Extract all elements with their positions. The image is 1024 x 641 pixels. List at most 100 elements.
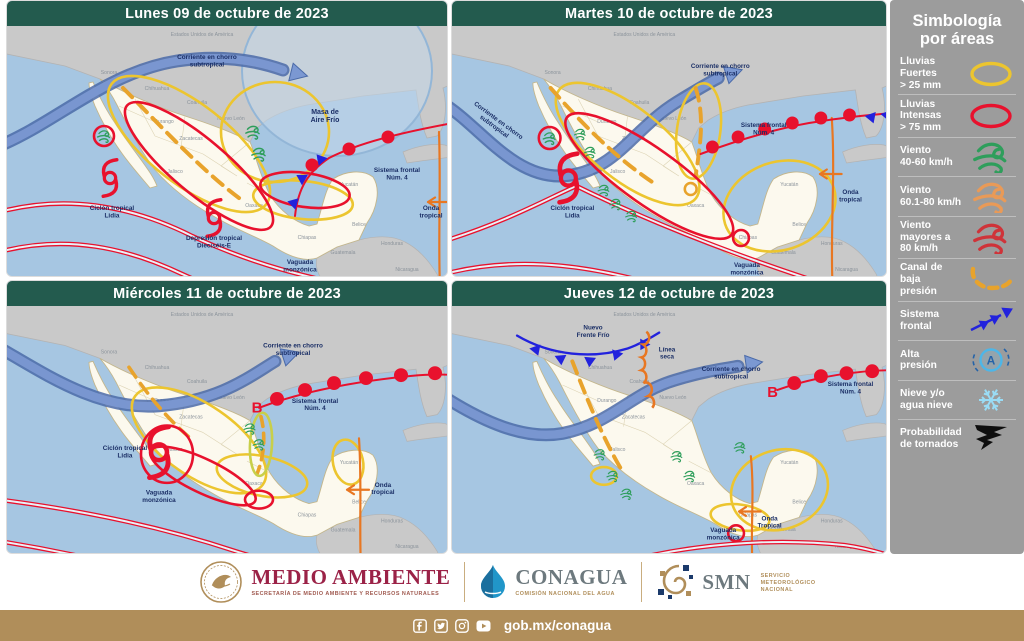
geo-label: Guatemala — [771, 250, 796, 256]
wind-area-icon — [593, 449, 606, 461]
legend-item-icon — [968, 100, 1014, 132]
map-line — [693, 86, 704, 178]
cuba-landmass — [842, 422, 886, 442]
geo-label: Chihuahua — [588, 365, 612, 371]
wind-orange-icon — [973, 182, 1007, 213]
weather-map-jueves: Estados Unidos de América Sonora Chihuahua… — [452, 306, 886, 553]
geo-label: Belice — [792, 500, 806, 506]
wind-icon — [597, 184, 610, 197]
wind-icon — [583, 146, 596, 159]
baja-california-landmass — [532, 81, 601, 189]
geo-label: Estados Unidos de América — [171, 312, 234, 318]
geo-label: Guatemala — [331, 250, 356, 256]
cuba-landmass — [842, 144, 886, 164]
svg-text:B: B — [252, 401, 263, 417]
smn-logo: SMN SERVICIO METEOROLÓGICO NACIONAL — [656, 563, 824, 601]
feature-label: Ciclón tropical Lidia — [550, 205, 594, 219]
wind-area-icon — [597, 184, 610, 197]
forecast-panel-lunes: Lunes 09 de octubre de 2023 Estados Unid… — [6, 0, 448, 277]
wind-area-icon — [245, 125, 260, 140]
geo-label: Durango — [597, 119, 616, 125]
feature-label: Vaguada monzónica — [142, 490, 176, 504]
legend-item-label: Viento 60.1-80 km/h — [900, 184, 962, 208]
low-pressure-symbol: B — [767, 385, 778, 401]
legend-item-icon — [968, 264, 1014, 296]
central-america-landmass — [315, 236, 439, 276]
legend-item-wind-orange: Viento 60.1-80 km/h — [898, 176, 1016, 215]
wind-icon — [96, 130, 111, 144]
low-pressure-symbol: B — [252, 401, 263, 417]
ellipse-red-icon — [970, 104, 1012, 129]
geo-label: Estados Unidos de América — [614, 32, 676, 38]
geo-label: Durango — [597, 398, 616, 404]
wind-icon — [733, 442, 746, 454]
tropical-wave-arrow — [426, 196, 447, 208]
legend-item-front: Sistema frontal — [898, 300, 1016, 340]
youtube-icon[interactable] — [476, 620, 491, 632]
gobmx-url[interactable]: gob.mx/conagua — [503, 618, 612, 633]
geo-label: Oaxaca — [245, 203, 263, 209]
rain-area-outline — [674, 82, 723, 180]
wind-area-icon — [683, 470, 696, 483]
tropical-cyclone-icon — [557, 151, 580, 205]
rain-area-outline — [564, 111, 735, 241]
geo-label: Nicaragua — [835, 267, 858, 273]
wind-icon — [245, 125, 260, 140]
feature-label: Sistema frontal Núm. 4 — [828, 381, 874, 395]
wind-icon — [573, 128, 586, 141]
social-icons — [412, 618, 491, 633]
map-line — [830, 116, 835, 276]
rain-area-outline — [106, 74, 272, 214]
warm-front-dots — [705, 108, 856, 154]
semarnat-subtitle: SECRETARÍA DE MEDIO AMBIENTE Y RECURSOS … — [251, 591, 440, 597]
wind-area-icon — [542, 132, 556, 146]
legend-item-icon — [968, 384, 1014, 416]
panel-title-miercoles: Miércoles 11 de octubre de 2023 — [7, 281, 447, 306]
weather-map-miercoles: Estados Unidos de América Sonora Chihuahua… — [7, 306, 447, 553]
geo-label: Chiapas — [298, 512, 317, 518]
map-line — [357, 437, 362, 553]
geo-label: Chihuahua — [145, 86, 170, 92]
wind-area-icon — [625, 210, 637, 223]
semarnat-title: MEDIO AMBIENTE — [251, 565, 451, 589]
twitter-icon[interactable] — [433, 618, 448, 633]
forecast-panel-miercoles: Miércoles 11 de octubre de 2023 Estados … — [6, 280, 448, 554]
geo-label: Guatemala — [331, 527, 356, 533]
feature-label: Vaguada monzónica — [707, 527, 740, 541]
geo-label: Oaxaca — [687, 203, 704, 209]
monsoon-trough-line — [452, 183, 808, 276]
rain-area-outline — [731, 228, 751, 248]
geo-label: Jalisco — [167, 447, 183, 453]
instagram-icon[interactable] — [454, 618, 469, 633]
wind-icon — [251, 147, 266, 162]
feature-label: Depresión tropical Dieciséis-E — [186, 235, 242, 249]
facebook-icon[interactable] — [412, 618, 427, 633]
legend-item-alta: Alta presión A — [898, 340, 1016, 379]
legend-item-label: Sistema frontal — [900, 309, 940, 332]
conagua-title: CONAGUA — [515, 565, 628, 589]
geo-label: Nuevo León — [217, 395, 245, 401]
rain-area-outline — [243, 489, 275, 510]
warm-front-dots — [787, 364, 880, 390]
wind-icon — [683, 470, 696, 483]
geo-label: Sonora — [101, 349, 118, 355]
tropical-cyclone-icon — [101, 158, 119, 198]
cold-front-triangles — [287, 154, 328, 210]
wind-area-icon — [252, 439, 265, 451]
geo-label: Nicaragua — [395, 544, 418, 550]
geo-label: Nuevo León — [659, 395, 686, 401]
tropical-wave-arrow — [737, 505, 762, 518]
wind-icon — [973, 182, 1007, 213]
dry-line — [637, 330, 656, 409]
legend-panel: Simbología por áreas Lluvias Fuertes > 2… — [890, 0, 1024, 554]
wind-area-icon — [670, 451, 683, 463]
geo-label: Nuevo León — [659, 116, 686, 122]
geo-label: Jalisco — [610, 169, 626, 175]
geo-label: Sonora — [545, 70, 561, 76]
feature-label: Línea seca — [659, 346, 676, 360]
feature-label: Masa de Aire Frío — [311, 109, 340, 124]
geo-label: Oaxaca — [687, 481, 704, 487]
